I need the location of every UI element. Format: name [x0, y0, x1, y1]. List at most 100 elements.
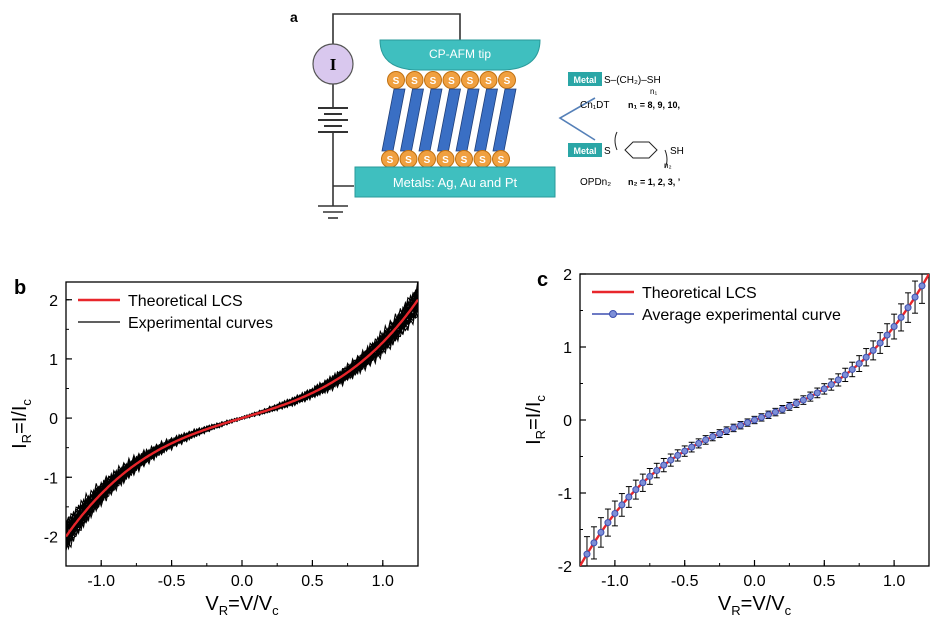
data-point — [646, 472, 654, 480]
ground-icon — [318, 205, 348, 219]
y-tick-label-3: 1 — [563, 340, 572, 357]
chart-b-plot: -1.0 -0.5 0.0 0.5 1.0 -2 -1 0 1 2 VR=V/Vc IR=I/Ic Th… — [9, 281, 419, 618]
metal-tag-aryl — [568, 143, 602, 157]
data-point — [604, 519, 612, 527]
sulfur-bottom-label-1: S — [405, 155, 412, 166]
data-point — [883, 331, 891, 339]
sulfur-top-1 — [405, 71, 424, 89]
data-point — [792, 399, 800, 407]
afm-tip — [379, 39, 541, 71]
benzene-ring-icon — [614, 131, 668, 169]
average-experimental-curve — [583, 274, 926, 566]
sulfur-top-3 — [442, 71, 461, 89]
molecule-5 — [474, 88, 498, 152]
data-point — [744, 419, 752, 427]
data-point — [904, 304, 912, 312]
data-point — [723, 427, 731, 435]
data-point — [764, 411, 772, 419]
plot-area — [66, 282, 418, 551]
x-tick-label-1: -0.5 — [671, 573, 699, 590]
alkyl-sub: n₁ — [650, 87, 657, 96]
data-point — [876, 339, 884, 347]
x-tick-label-3: 0.5 — [813, 573, 835, 590]
sulfur-top-label-2: S — [430, 76, 437, 87]
data-point — [625, 493, 633, 501]
data-point — [639, 479, 647, 487]
data-point — [751, 416, 758, 424]
y-tick-label-3: 1 — [49, 352, 58, 369]
x-tick-label-2: 0.0 — [231, 573, 253, 590]
tip-label: CP-AFM tip — [429, 47, 491, 61]
aryl-sub: n₂ — [664, 161, 672, 170]
metal-tag-alkyl — [568, 72, 602, 86]
aryl-sh: SH — [670, 146, 684, 157]
data-point — [799, 396, 807, 404]
legend-label-theoretical: Theoretical LCS — [642, 285, 757, 302]
y-tick-label-4: 2 — [563, 267, 572, 284]
metal-tag-alkyl-text: Metal — [573, 75, 596, 85]
data-point — [820, 385, 828, 393]
x-tick-label-4: 1.0 — [883, 573, 905, 590]
experimental-curve — [66, 298, 418, 541]
data-point — [660, 461, 668, 469]
data-point — [834, 376, 842, 384]
data-point — [890, 323, 898, 331]
y-axis-label: IR=I/Ic — [523, 395, 548, 445]
data-point — [667, 456, 675, 464]
alkyl-name: Cn₁DT — [580, 100, 610, 111]
sulfur-top-0 — [387, 71, 405, 89]
data-point — [597, 528, 605, 536]
experimental-curve — [66, 296, 418, 545]
data-point — [681, 447, 689, 455]
legend-label-theoretical: Theoretical LCS — [128, 293, 243, 310]
sulfur-bottom-label-2: S — [424, 155, 431, 166]
sulfur-bottom-label-0: S — [387, 155, 394, 166]
data-point — [709, 433, 717, 441]
panel-label-c: c — [537, 269, 548, 291]
sulfur-top-label-4: S — [467, 76, 474, 87]
molecule-6 — [492, 88, 517, 152]
data-point — [702, 436, 710, 444]
theoretical-lcs-line — [66, 298, 418, 538]
alkyl-n-values: n₁ = 8, 9, 10, — [628, 100, 680, 110]
data-point — [778, 405, 786, 413]
sulfur-top-label-6: S — [504, 76, 511, 87]
data-point — [827, 381, 835, 389]
panel-label-b: b — [14, 277, 26, 299]
experimental-curve — [66, 301, 418, 539]
substrate-label: Metals: Ag, Au and Pt — [393, 175, 518, 190]
y-tick-label-0: -2 — [44, 529, 58, 546]
y-tick-label-1: -1 — [44, 470, 58, 487]
data-point — [897, 313, 905, 321]
sulfur-top-label-0: S — [393, 76, 400, 87]
data-point — [674, 451, 682, 459]
bracket — [558, 97, 596, 141]
plot-area — [580, 274, 929, 566]
legend: Theoretical LCS Experimental curves — [78, 293, 273, 332]
x-tick-label-3: 0.5 — [301, 573, 323, 590]
data-point — [806, 393, 814, 401]
x-tick-label-0: -1.0 — [601, 573, 629, 590]
sulfur-bottom-label-5: S — [479, 155, 486, 166]
data-point — [855, 360, 863, 368]
x-tick-label-1: -0.5 — [158, 573, 186, 590]
data-point — [695, 439, 703, 447]
sulfur-top-label-5: S — [485, 76, 492, 87]
metal-substrate — [354, 166, 556, 198]
ammeter-label: I — [330, 55, 337, 74]
molecule-0 — [381, 88, 406, 152]
sulfur-top-label-1: S — [411, 76, 418, 87]
chart-c-plot: -1.0 -0.5 0.0 0.5 1.0 -2 -1 0 1 2 VR=V/Vc IR=I/Ic Th… — [523, 267, 930, 618]
sulfur-bottom-label-4: S — [461, 155, 468, 166]
data-point — [590, 539, 598, 547]
y-tick-label-1: -1 — [558, 486, 572, 503]
legend-label-series2: Average experimental curve — [642, 307, 841, 324]
data-point — [730, 424, 738, 432]
sulfur-bottom-label-6: S — [498, 155, 505, 166]
x-tick-label-4: 1.0 — [372, 573, 394, 590]
y-tick-label-2: 0 — [49, 411, 58, 428]
data-point — [785, 402, 793, 410]
ammeter-icon — [312, 43, 354, 85]
